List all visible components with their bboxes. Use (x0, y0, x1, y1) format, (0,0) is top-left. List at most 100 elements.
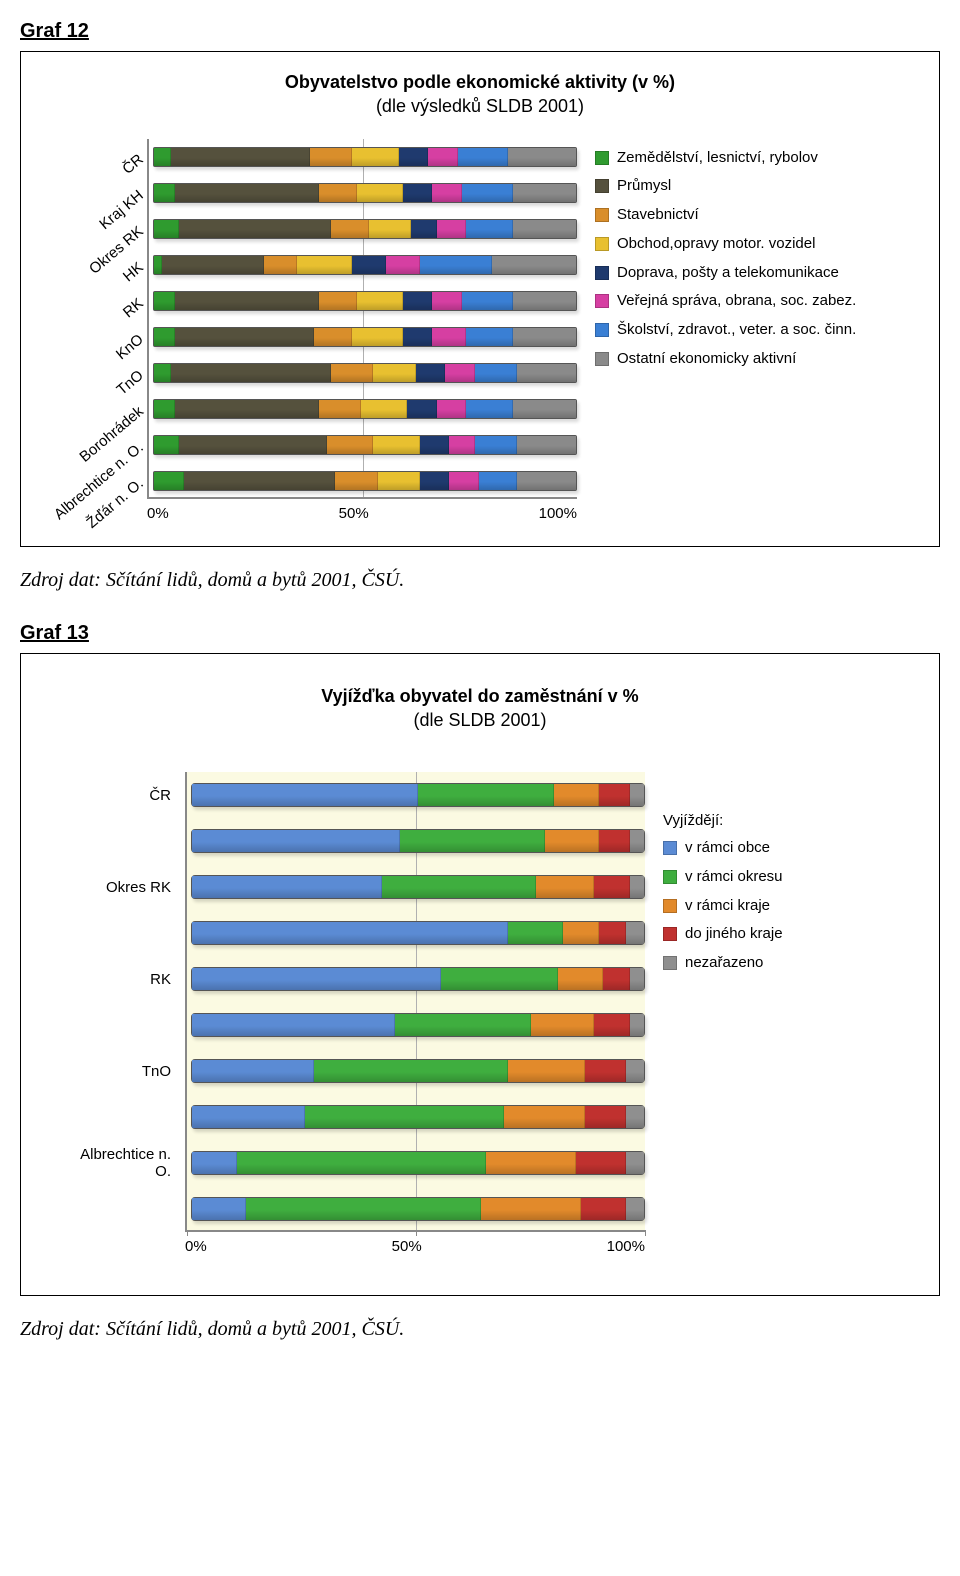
bar-row (187, 956, 645, 1002)
graf12-body: ČR Kraj KH Okres RK HK RK KnO TnO Borohr… (31, 139, 929, 522)
bar-segment (192, 968, 441, 990)
bar-segment (626, 1060, 644, 1082)
stacked-bar (153, 399, 577, 419)
legend-item: Zemědělství, lesnictví, rybolov (595, 149, 929, 168)
y-label: ČR (61, 772, 179, 818)
y-label: TnO (61, 1048, 179, 1094)
stacked-bar (191, 1059, 645, 1083)
bar-segment (492, 256, 576, 274)
bar-segment (400, 830, 545, 852)
legend-item: Průmysl (595, 177, 929, 196)
bar-segment (175, 292, 318, 310)
bar-segment (179, 436, 327, 454)
bar-segment (630, 1014, 644, 1036)
bar-segment (386, 256, 420, 274)
stacked-bar (153, 291, 577, 311)
bar-segment (486, 1152, 576, 1174)
bar-segment (513, 400, 576, 418)
bar-segment (319, 400, 361, 418)
legend-swatch (595, 266, 609, 280)
graf13-body: ČROkres RKRKTnOAlbrechtice n. O. 0% 50% … (31, 772, 929, 1255)
bar-segment (449, 436, 474, 454)
bar-segment (154, 436, 179, 454)
bar-segment (517, 436, 576, 454)
bar-segment (481, 1198, 580, 1220)
bar-segment (432, 328, 466, 346)
graf12-x-axis: 0% 50% 100% (147, 499, 577, 522)
graf12-title: Obyvatelstvo podle ekonomické aktivity (… (31, 70, 929, 119)
graf12-frame: Obyvatelstvo podle ekonomické aktivity (… (20, 51, 940, 547)
graf12-source: Zdroj dat: Sčítání lidů, domů a bytů 200… (20, 569, 940, 592)
bar-segment (192, 1060, 314, 1082)
bar-row (187, 772, 645, 818)
stacked-bar (153, 327, 577, 347)
graf12-plot (147, 139, 577, 499)
y-label (61, 1002, 179, 1048)
bar-segment (319, 292, 357, 310)
bar-row (187, 864, 645, 910)
legend-label: Doprava, pošty a telekomunikace (617, 264, 839, 283)
bar-segment (297, 256, 352, 274)
bar-segment (403, 292, 433, 310)
bar-segment (475, 436, 517, 454)
bar-segment (403, 328, 433, 346)
bar-segment (626, 1106, 644, 1128)
bar-segment (626, 1152, 644, 1174)
bar-segment (352, 256, 386, 274)
bar-segment (441, 968, 559, 990)
bar-segment (599, 922, 626, 944)
bar-segment (599, 784, 631, 806)
bar-segment (192, 876, 382, 898)
bar-segment (335, 472, 377, 490)
bar-segment (599, 830, 631, 852)
bar-segment (558, 968, 603, 990)
bar-segment (513, 220, 576, 238)
bar-segment (420, 256, 492, 274)
legend-label: do jiného kraje (685, 925, 783, 944)
legend-label: v rámci obce (685, 839, 770, 858)
graf13-plot-wrap: 0% 50% 100% (185, 772, 645, 1255)
bar-row (149, 319, 577, 355)
legend-swatch (595, 237, 609, 251)
bar-segment (154, 220, 179, 238)
bar-row (187, 1140, 645, 1186)
bar-segment (594, 876, 630, 898)
legend-swatch (595, 323, 609, 337)
legend-swatch (663, 870, 677, 884)
bar-segment (517, 364, 576, 382)
bar-segment (626, 922, 644, 944)
bar-segment (319, 184, 357, 202)
bar-segment (479, 472, 517, 490)
bar-segment (361, 400, 407, 418)
bar-segment (630, 876, 644, 898)
bar-segment (314, 1060, 508, 1082)
legend-swatch (595, 179, 609, 193)
legend-label: v rámci kraje (685, 897, 770, 916)
stacked-bar (153, 219, 577, 239)
bar-segment (171, 148, 310, 166)
bar-segment (585, 1106, 626, 1128)
y-label: Okres RK (61, 864, 179, 910)
bar-segment (369, 220, 411, 238)
bar-segment (594, 1014, 630, 1036)
graf13-legend: Vyjíždějí: v rámci obcev rámci okresuv r… (645, 772, 929, 983)
graf12-plot-wrap: 0% 50% 100% (147, 139, 577, 522)
legend-label: Zemědělství, lesnictví, rybolov (617, 149, 818, 168)
bar-row (149, 139, 577, 175)
bar-segment (403, 184, 433, 202)
bar-segment (264, 256, 298, 274)
bar-segment (162, 256, 263, 274)
stacked-bar (191, 921, 645, 945)
legend-swatch (595, 208, 609, 222)
bar-segment (428, 148, 458, 166)
legend-swatch (663, 841, 677, 855)
bar-row (149, 247, 577, 283)
legend-label: Ostatní ekonomicky aktivní (617, 350, 796, 369)
bar-row (149, 391, 577, 427)
bar-segment (581, 1198, 626, 1220)
bar-segment (154, 184, 175, 202)
bar-segment (175, 184, 318, 202)
bar-segment (437, 220, 467, 238)
bar-segment (399, 148, 429, 166)
x-tick: 0% (147, 505, 169, 522)
